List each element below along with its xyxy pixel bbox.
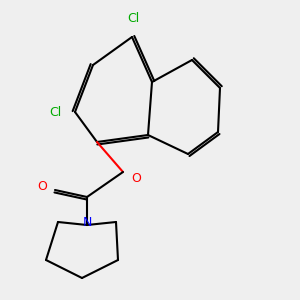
Text: O: O — [37, 181, 47, 194]
Text: O: O — [131, 172, 141, 184]
Text: Cl: Cl — [127, 12, 139, 25]
Text: Cl: Cl — [50, 106, 62, 118]
Text: N: N — [82, 217, 92, 230]
